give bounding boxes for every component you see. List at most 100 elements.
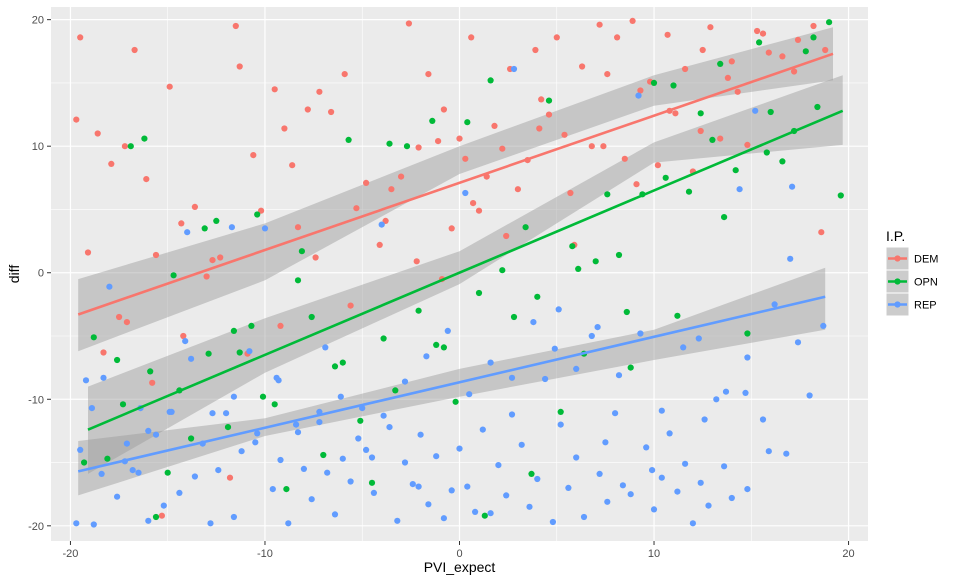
point-rep xyxy=(680,344,687,351)
point-rep xyxy=(401,378,409,385)
legend-title: I.P. xyxy=(886,228,905,244)
point-rep xyxy=(275,377,282,384)
point-opn xyxy=(709,136,716,143)
point-rep xyxy=(82,377,90,384)
point-rep xyxy=(129,467,136,474)
point-rep xyxy=(728,494,735,502)
point-rep xyxy=(269,486,276,493)
point-rep xyxy=(530,319,537,326)
point-rep xyxy=(417,431,424,438)
y-tick-label: 0 xyxy=(38,268,44,280)
point-dem xyxy=(143,176,150,183)
point-dem xyxy=(84,249,92,256)
point-rep xyxy=(464,483,471,490)
point-rep xyxy=(339,455,346,462)
y-tick-label: -10 xyxy=(28,394,44,406)
point-dem xyxy=(382,217,389,224)
legend: I.P. DEM OPN REP xyxy=(885,228,938,317)
fit-line-dem xyxy=(77,52,834,316)
point-dem xyxy=(123,319,130,326)
point-rep xyxy=(472,508,479,515)
point-opn xyxy=(510,313,518,321)
point-rep xyxy=(363,446,370,453)
ribbon-opn xyxy=(88,75,843,474)
point-rep xyxy=(308,496,315,503)
point-dem xyxy=(108,160,115,167)
point-rep xyxy=(596,470,603,477)
point-rep xyxy=(615,372,623,379)
x-tick-label: 20 xyxy=(842,548,854,560)
x-tick-label: 0 xyxy=(456,548,462,560)
point-rep xyxy=(277,456,284,464)
legend-point-rep xyxy=(894,301,901,308)
point-rep xyxy=(114,493,121,500)
y-tick-label: 10 xyxy=(32,141,44,153)
point-dem xyxy=(405,20,412,27)
point-dem xyxy=(353,205,360,212)
point-dem xyxy=(217,254,224,261)
point-opn xyxy=(141,135,148,142)
point-rep xyxy=(462,189,469,197)
point-dem xyxy=(503,232,510,240)
point-rep xyxy=(188,355,195,362)
point-opn xyxy=(837,192,844,199)
point-rep xyxy=(145,427,152,434)
point-rep xyxy=(401,459,409,466)
point-opn xyxy=(615,251,623,259)
point-rep xyxy=(752,107,759,114)
point-dem xyxy=(664,31,671,38)
point-rep xyxy=(643,444,650,451)
point-opn xyxy=(674,312,681,319)
point-rep xyxy=(612,410,619,417)
point-dem xyxy=(131,46,138,54)
point-dem xyxy=(470,200,477,207)
point-rep xyxy=(510,65,518,73)
point-dem xyxy=(491,122,498,129)
point-rep xyxy=(386,424,393,431)
point-dem xyxy=(818,229,825,236)
point-rep xyxy=(744,486,751,493)
point-rep xyxy=(152,431,160,438)
point-opn xyxy=(627,364,634,371)
point-dem xyxy=(600,143,607,150)
point-rep xyxy=(466,391,473,398)
point-rep xyxy=(701,416,708,423)
point-rep xyxy=(635,92,642,99)
point-dem xyxy=(633,181,640,188)
point-rep xyxy=(215,467,222,474)
point-rep xyxy=(324,469,331,476)
point-dem xyxy=(468,34,475,41)
point-opn xyxy=(230,327,237,334)
point-dem xyxy=(178,220,185,227)
point-opn xyxy=(440,344,447,351)
point-opn xyxy=(386,140,393,147)
point-opn xyxy=(697,110,704,117)
point-dem xyxy=(579,63,586,70)
point-dem xyxy=(100,349,107,356)
point-opn xyxy=(392,387,399,394)
point-opn xyxy=(147,368,154,375)
point-rep xyxy=(666,430,673,437)
point-opn xyxy=(732,167,739,174)
legend-point-dem xyxy=(894,255,901,262)
legend-label-rep: REP xyxy=(914,300,937,312)
point-rep xyxy=(534,475,541,483)
point-rep xyxy=(789,183,796,190)
point-opn xyxy=(475,289,483,297)
point-rep xyxy=(787,255,794,262)
point-opn xyxy=(756,39,763,46)
point-rep xyxy=(820,322,827,329)
point-rep xyxy=(674,488,681,495)
point-dem xyxy=(672,110,679,117)
point-opn xyxy=(528,470,535,477)
point-rep xyxy=(135,469,142,476)
point-opn xyxy=(779,158,786,165)
point-dem xyxy=(121,143,128,150)
point-rep xyxy=(689,520,697,527)
point-opn xyxy=(248,322,255,329)
point-opn xyxy=(188,435,195,442)
point-opn xyxy=(170,272,177,279)
point-rep xyxy=(440,515,447,522)
point-opn xyxy=(604,191,611,198)
point-opn xyxy=(623,308,630,316)
